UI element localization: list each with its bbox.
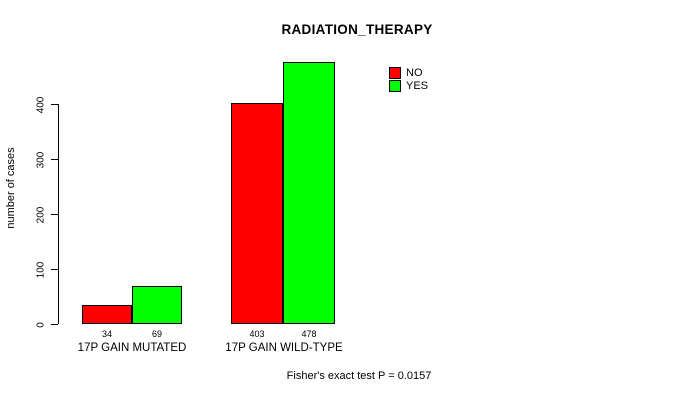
y-axis-tick-label: 200 [35,206,47,223]
bar-value-label: 34 [101,329,113,339]
y-axis-tick [51,159,58,160]
legend: NO YES [389,66,428,92]
y-axis-tick [51,269,58,270]
bar-value-label: 403 [249,329,265,339]
legend-swatch-icon [389,79,401,92]
y-axis-tick-label: 0 [35,321,47,328]
bar-value-label: 478 [301,329,317,339]
fisher-test-annotation: Fisher's exact test P = 0.0157 [286,370,432,382]
y-axis-tick [51,104,58,105]
bar-yes-group2 [283,62,335,324]
bar-no-group2 [231,103,283,324]
legend-item-yes: YES [389,79,428,92]
y-axis-tick [51,324,58,325]
chart-title: RADIATION_THERAPY [281,22,433,37]
bar-no-group1 [82,305,132,324]
x-category-label: 17P GAIN WILD-TYPE [225,342,343,354]
y-axis-tick [51,214,58,215]
legend-swatch-icon [389,66,401,79]
y-axis-line [58,104,59,324]
bar-value-label: 69 [151,329,163,339]
y-axis-tick-label: 100 [35,261,47,278]
bar-yes-group1 [132,286,182,324]
y-axis-tick-label: 400 [35,96,47,113]
legend-label: NO [406,66,423,79]
y-axis-tick-label: 300 [35,151,47,168]
y-axis-label: number of cases [5,147,17,229]
x-category-label: 17P GAIN MUTATED [77,342,187,354]
legend-label: YES [406,79,429,92]
legend-item-no: NO [389,66,428,79]
